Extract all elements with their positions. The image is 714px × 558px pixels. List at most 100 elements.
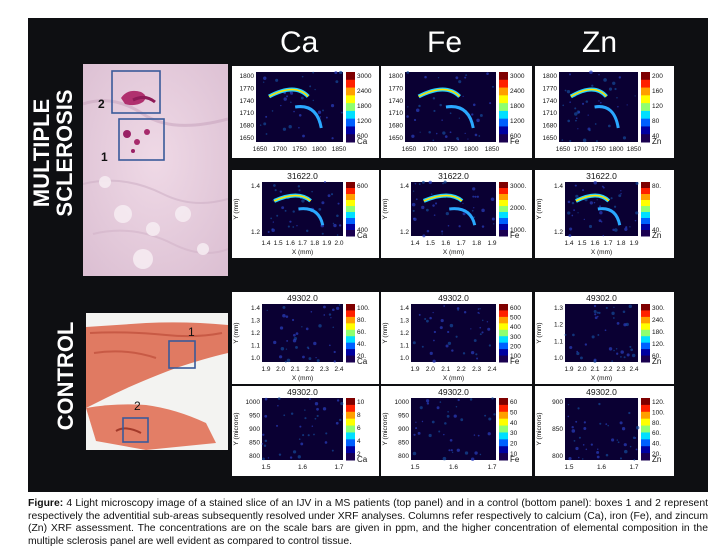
y-tick-label: 1.2 xyxy=(554,229,563,236)
colorbar-band xyxy=(499,349,508,357)
y-tick-label: 1000 xyxy=(246,399,261,406)
map-speckle xyxy=(424,317,427,321)
x-tick-label: 1700 xyxy=(273,146,288,153)
map-speckle xyxy=(582,444,585,446)
map-speckle xyxy=(487,327,491,331)
map-speckle xyxy=(316,407,319,411)
map-speckle xyxy=(593,304,597,308)
map-speckle xyxy=(279,190,283,193)
map-speckle xyxy=(441,233,443,235)
map-speckle xyxy=(594,313,597,316)
x-tick-label: 1.7 xyxy=(334,464,343,471)
map-speckle xyxy=(447,330,450,334)
map-speckle xyxy=(433,214,436,216)
map-hotspot-core xyxy=(570,88,607,98)
map-speckle xyxy=(471,209,474,212)
map-speckle xyxy=(481,319,484,322)
map-speckle xyxy=(316,414,319,418)
map-speckle xyxy=(598,311,601,315)
map-speckle xyxy=(477,308,480,310)
map-speckle xyxy=(323,314,326,316)
map-speckle xyxy=(464,451,469,455)
map-speckle xyxy=(587,114,589,116)
map-speckle xyxy=(300,442,304,446)
map-speckle xyxy=(472,195,475,198)
map-speckle xyxy=(597,334,600,336)
colorbar-band xyxy=(499,206,508,213)
x-axis-label: X (mm) xyxy=(591,249,612,256)
map-speckle xyxy=(305,229,309,233)
colorbar-band xyxy=(641,329,650,337)
map-speckle xyxy=(418,313,421,316)
map-speckle xyxy=(259,124,262,126)
map-speckle xyxy=(432,97,436,100)
y-tick-label: 1.2 xyxy=(400,330,409,337)
x-tick-label: 1.6 xyxy=(590,240,599,247)
map-speckle xyxy=(421,205,425,210)
panel-title: 31622.0 xyxy=(586,171,617,181)
y-tick-label: 800 xyxy=(552,453,563,460)
colorbar-band xyxy=(499,103,508,112)
colorbar-band xyxy=(499,411,508,420)
map-speckle xyxy=(629,226,631,228)
x-tick-label: 1.4 xyxy=(410,240,419,247)
map-hotspot-core xyxy=(418,88,461,98)
map-speckle xyxy=(301,75,304,78)
map-speckle xyxy=(463,311,467,314)
map-speckle xyxy=(566,89,571,94)
colorbar-band xyxy=(346,230,355,237)
map-speckle xyxy=(285,315,289,318)
map-speckle xyxy=(447,410,449,413)
colorbar-band xyxy=(499,194,508,201)
map-speckle xyxy=(593,358,597,362)
colorbar-tick-label: 10 xyxy=(357,399,365,406)
map-speckle xyxy=(279,355,283,359)
colorbar-band xyxy=(641,194,650,201)
map-speckle xyxy=(575,446,579,451)
map-speckle xyxy=(297,185,300,188)
x-tick-label: 2.3 xyxy=(472,366,481,373)
y-tick-label: 1.3 xyxy=(251,318,260,325)
map-speckle xyxy=(473,339,477,342)
map-speckle xyxy=(567,415,570,418)
x-tick-label: 1.9 xyxy=(410,366,419,373)
map-speckle xyxy=(617,441,620,444)
y-tick-label: 1.3 xyxy=(400,318,409,325)
colorbar-band xyxy=(346,126,355,135)
map-speckle xyxy=(585,448,588,451)
x-tick-label: 2.4 xyxy=(334,366,343,373)
map-speckle xyxy=(442,182,444,185)
map-speckle xyxy=(302,134,305,138)
map-speckle xyxy=(625,226,628,229)
y-tick-label: 1650 xyxy=(543,135,558,142)
map-speckle xyxy=(411,134,415,138)
map-speckle xyxy=(598,74,600,76)
map-speckle xyxy=(575,420,578,423)
map-speckle xyxy=(612,228,615,231)
x-tick-label: 1.5 xyxy=(410,464,419,471)
map-speckle xyxy=(284,360,287,363)
map-speckle xyxy=(567,119,571,123)
map-speckle xyxy=(330,193,334,196)
map-speckle xyxy=(267,457,270,459)
colorbar-tick-label: 30 xyxy=(510,430,518,437)
colorbar-tick-label: 8 xyxy=(357,412,361,419)
map-speckle xyxy=(598,219,602,223)
colorbar-band xyxy=(641,342,650,350)
column-title-zn: Zn xyxy=(582,26,618,59)
map-speckle xyxy=(473,216,476,219)
map-speckle xyxy=(314,402,319,406)
map-speckle xyxy=(314,417,317,420)
colorbar-band xyxy=(499,72,508,81)
map-speckle xyxy=(493,413,496,416)
colorbar-tick-label: 2000. xyxy=(510,205,526,212)
map-speckle xyxy=(318,208,322,211)
map-speckle xyxy=(262,433,265,436)
colorbar-tick-label: 200 xyxy=(652,73,663,80)
map-speckle xyxy=(286,95,289,98)
map-speckle xyxy=(331,137,334,140)
map-speckle xyxy=(616,322,620,325)
map-speckle xyxy=(612,81,616,85)
xrf-panel-ms-fe-1: 3000 2400 1800 1200 600 Fe 1800 1770 1740 1710 168… xyxy=(381,66,532,158)
